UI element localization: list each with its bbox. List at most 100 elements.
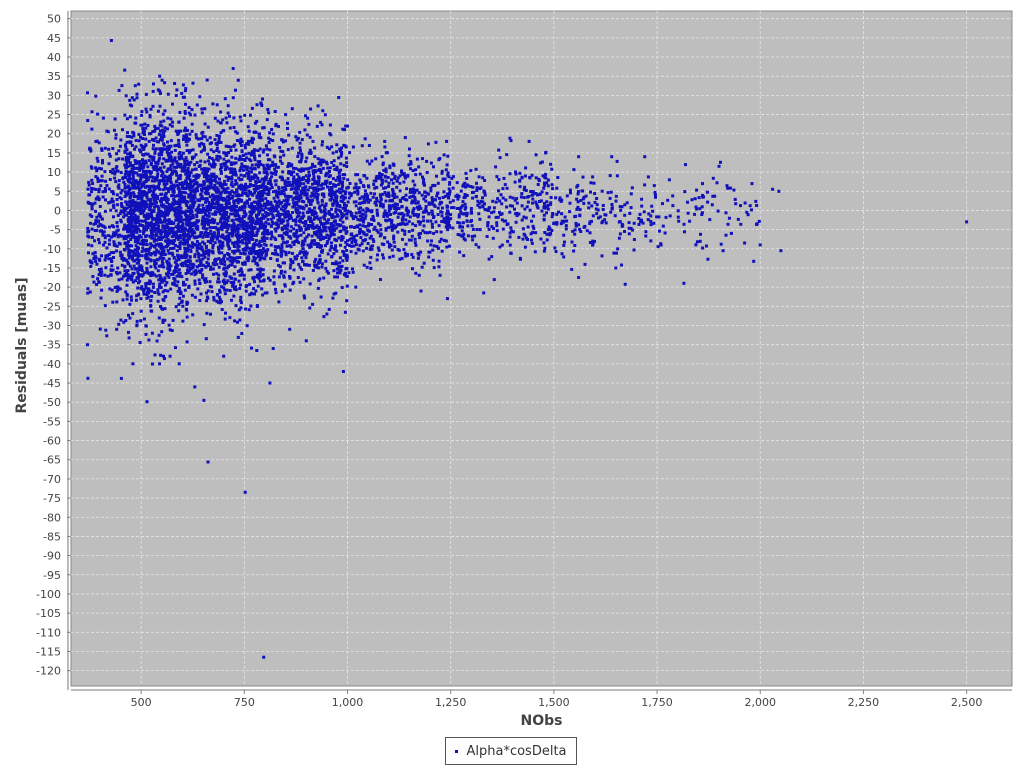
data-point: [253, 259, 256, 262]
data-point: [104, 241, 107, 244]
data-point: [221, 187, 224, 190]
data-point: [287, 177, 290, 180]
data-point: [417, 257, 420, 260]
data-point: [152, 144, 155, 147]
data-point: [297, 276, 300, 279]
data-point: [130, 295, 133, 298]
data-point: [161, 139, 164, 142]
data-point: [141, 224, 144, 227]
data-point: [228, 316, 231, 319]
data-point: [149, 259, 152, 262]
data-point: [283, 276, 286, 279]
data-point: [118, 89, 121, 92]
data-point: [237, 336, 240, 339]
data-point: [162, 132, 165, 135]
data-point: [299, 160, 302, 163]
data-point: [196, 265, 199, 268]
data-point: [303, 254, 306, 257]
data-point: [242, 158, 245, 161]
data-point: [429, 189, 432, 192]
data-point: [120, 171, 123, 174]
data-point: [316, 189, 319, 192]
data-point: [281, 178, 284, 181]
data-point: [106, 254, 109, 257]
data-point: [209, 313, 212, 316]
data-point: [135, 244, 138, 247]
data-point: [129, 255, 132, 258]
data-point: [219, 221, 222, 224]
data-point: [160, 201, 163, 204]
data-point: [301, 247, 304, 250]
data-point: [270, 171, 273, 174]
data-point: [171, 252, 174, 255]
data-point: [341, 259, 344, 262]
data-point: [268, 141, 271, 144]
data-point: [170, 168, 173, 171]
data-point: [312, 140, 315, 143]
data-point: [289, 258, 292, 261]
data-point: [205, 312, 208, 315]
data-point: [309, 282, 312, 285]
data-point: [341, 128, 344, 131]
data-point: [253, 148, 256, 151]
data-point: [306, 134, 309, 137]
data-point: [187, 260, 190, 263]
data-point: [330, 255, 333, 258]
data-point: [195, 209, 198, 212]
data-point: [110, 268, 113, 271]
data-point: [149, 265, 152, 268]
data-point: [234, 179, 237, 182]
data-point: [238, 287, 241, 290]
data-point: [297, 185, 300, 188]
data-point: [302, 277, 305, 280]
data-point: [93, 256, 96, 259]
data-point: [298, 131, 301, 134]
data-point: [161, 150, 164, 153]
data-point: [393, 241, 396, 244]
data-point: [114, 180, 117, 183]
data-point: [365, 247, 368, 250]
data-point: [136, 247, 139, 250]
data-point: [198, 235, 201, 238]
data-point: [127, 220, 130, 223]
data-point: [302, 260, 305, 263]
data-point: [139, 210, 142, 213]
data-point: [209, 241, 212, 244]
data-point: [216, 200, 219, 203]
data-point: [291, 147, 294, 150]
data-point: [110, 260, 113, 263]
data-point: [142, 240, 145, 243]
data-point: [266, 229, 269, 232]
data-point: [186, 138, 189, 141]
data-point: [238, 319, 241, 322]
data-point: [275, 291, 278, 294]
data-point: [276, 259, 279, 262]
data-point: [233, 191, 236, 194]
data-point: [131, 267, 134, 270]
data-point: [216, 147, 219, 150]
data-point: [298, 200, 301, 203]
data-point: [236, 132, 239, 135]
data-point: [258, 180, 261, 183]
data-point: [131, 216, 134, 219]
data-point: [200, 293, 203, 296]
data-point: [115, 300, 118, 303]
data-point: [381, 243, 384, 246]
data-point: [216, 103, 219, 106]
data-point: [317, 262, 320, 265]
data-point: [108, 243, 111, 246]
data-point: [89, 222, 92, 225]
data-point: [266, 108, 269, 111]
data-point: [171, 172, 174, 175]
data-point: [254, 184, 257, 187]
data-point: [224, 97, 227, 100]
data-point: [201, 111, 204, 114]
data-point: [198, 137, 201, 140]
data-point: [445, 246, 448, 249]
data-point: [251, 107, 254, 110]
data-point: [266, 148, 269, 151]
data-point: [240, 144, 243, 147]
data-point: [298, 146, 301, 149]
data-point: [230, 156, 233, 159]
data-point: [345, 213, 348, 216]
